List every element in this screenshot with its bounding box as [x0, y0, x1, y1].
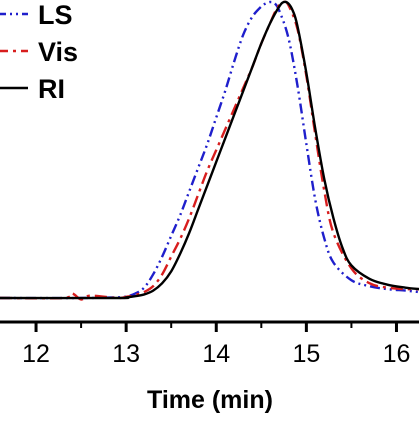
x-tick-label: 12 — [22, 340, 50, 368]
x-axis-title: Time (min) — [147, 386, 273, 414]
x-tick-label: 14 — [202, 340, 230, 368]
series-line-ri — [0, 0, 419, 300]
x-tick-label: 16 — [383, 340, 411, 368]
x-tick-label: 15 — [292, 340, 320, 368]
series-line-ls — [0, 0, 419, 300]
axis-layer: 12 13 14 15 16 — [0, 320, 419, 368]
series-layer — [0, 0, 419, 301]
legend: LS Vis RI — [0, 0, 78, 104]
x-tick-label: 13 — [112, 340, 140, 368]
legend-label-vis: Vis — [38, 37, 78, 67]
legend-label-ri: RI — [38, 74, 65, 104]
legend-label-ls: LS — [38, 0, 73, 30]
